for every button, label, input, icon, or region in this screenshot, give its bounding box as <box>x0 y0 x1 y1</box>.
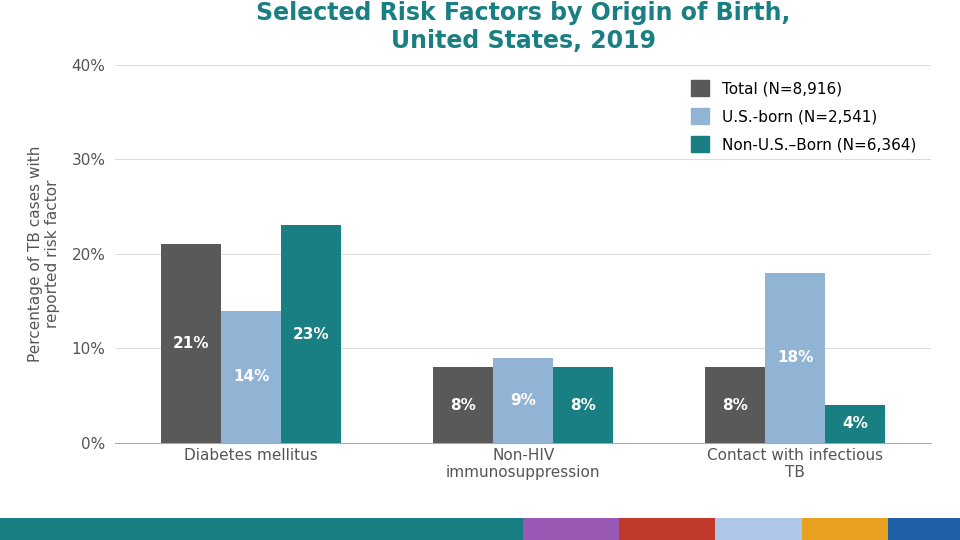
Bar <box>826 405 885 443</box>
Bar <box>221 310 281 443</box>
Bar <box>765 273 826 443</box>
Text: 8%: 8% <box>723 397 748 413</box>
Bar <box>553 367 612 443</box>
Y-axis label: Percentage of TB cases with
reported risk factor: Percentage of TB cases with reported ris… <box>28 146 60 362</box>
Text: 4%: 4% <box>842 416 868 431</box>
Bar <box>281 226 341 443</box>
Text: 14%: 14% <box>233 369 270 384</box>
Text: 21%: 21% <box>173 336 209 351</box>
Text: 8%: 8% <box>450 397 476 413</box>
Text: 18%: 18% <box>777 350 813 365</box>
Text: 23%: 23% <box>293 327 329 342</box>
Text: 8%: 8% <box>570 397 596 413</box>
Bar <box>493 357 553 443</box>
Bar <box>434 367 493 443</box>
Legend: Total (N=8,916), U.S.-born (N=2,541), Non-U.S.–Born (N=6,364): Total (N=8,916), U.S.-born (N=2,541), No… <box>684 72 924 160</box>
Bar <box>706 367 765 443</box>
Text: 9%: 9% <box>511 393 536 408</box>
Title: Selected Risk Factors by Origin of Birth,
United States, 2019: Selected Risk Factors by Origin of Birth… <box>256 1 790 53</box>
Bar <box>161 244 221 443</box>
